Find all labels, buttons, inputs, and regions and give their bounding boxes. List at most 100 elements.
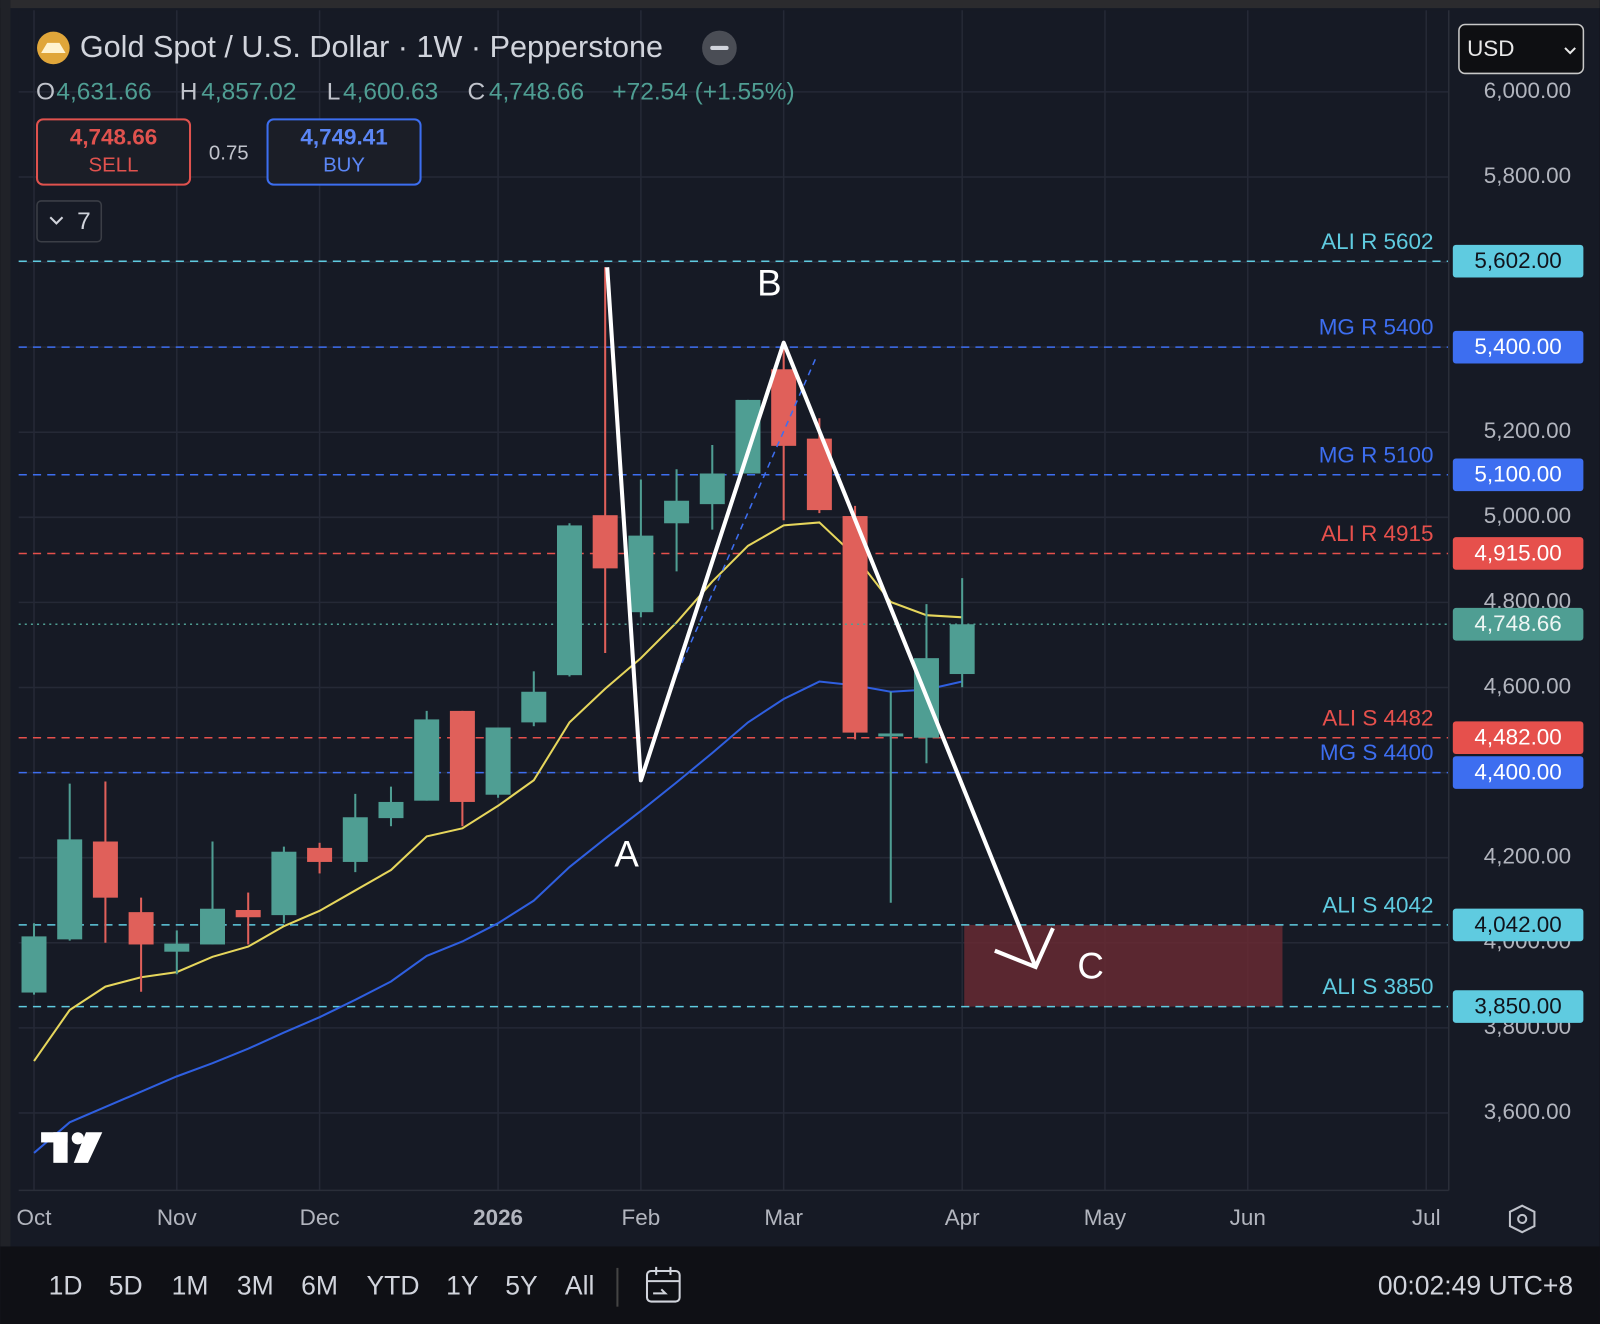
candle-body	[949, 624, 975, 675]
x-tick-label: May	[1084, 1205, 1127, 1230]
level-badge	[1452, 537, 1584, 570]
title: Gold Spot / U.S. Dollar · 1W · Peppersto…	[80, 30, 663, 64]
ohlc: O 4,631.66 H 4,857.02 L 4,600.63 C 4,748…	[36, 78, 795, 105]
candle-body	[92, 841, 118, 898]
low-label: L	[327, 78, 341, 105]
candle-body	[342, 817, 368, 862]
chevron	[49, 216, 64, 225]
candle-body	[57, 839, 83, 940]
x-tick-label: Feb	[622, 1205, 661, 1230]
level-badge	[1452, 990, 1584, 1023]
calendar-icon[interactable]	[645, 1266, 681, 1303]
range-button[interactable]: 6M	[301, 1270, 338, 1300]
candle-body	[735, 399, 761, 474]
range-button[interactable]: 3M	[237, 1270, 274, 1300]
label-a: A	[614, 834, 639, 875]
collapse-icon	[710, 45, 729, 50]
target-zone	[964, 924, 1283, 1007]
candle-body	[664, 500, 690, 524]
level-name: ALI R 5602	[1321, 229, 1433, 254]
range-buttons: 1D 5D 1M 3M 6M YTD 1Y 5Y All	[49, 1270, 595, 1300]
level-badge	[1452, 721, 1584, 755]
candle-body	[200, 908, 225, 945]
y-tick-label: 4,600.00	[1484, 673, 1571, 698]
currency-select[interactable]	[1458, 23, 1585, 75]
spread: 0.75	[209, 142, 249, 164]
y-tick-label: 5,800.00	[1484, 163, 1571, 188]
candle-body	[592, 515, 618, 569]
level-name: MG S 4400	[1320, 740, 1433, 765]
abc-path	[605, 267, 1038, 968]
sell-button[interactable]	[35, 118, 192, 186]
plot	[18, 260, 1449, 1154]
logo-stem	[53, 1132, 68, 1163]
level-badge	[1452, 244, 1584, 278]
range-button[interactable]: 5Y	[505, 1270, 538, 1300]
level-badge	[1452, 908, 1584, 942]
settings-icon[interactable]	[1508, 1204, 1536, 1234]
y-tick-label: 4,200.00	[1484, 844, 1571, 869]
settings-icon-dot	[1517, 1213, 1528, 1225]
range-button[interactable]: YTD	[366, 1270, 419, 1300]
candle-body	[271, 851, 297, 916]
x-tick-label: Jul	[1412, 1205, 1441, 1230]
toolbar	[0, 1246, 1600, 1324]
buy-price: 4,749.41	[300, 125, 387, 150]
level-badge-label: 3,850.00	[1474, 994, 1561, 1019]
level-badge-label: 4,400.00	[1474, 760, 1561, 785]
range-button[interactable]: All	[565, 1270, 594, 1300]
candle-body	[485, 727, 511, 795]
level-badge	[1452, 458, 1584, 492]
candle-body	[449, 710, 475, 802]
x-tick-label: Nov	[157, 1205, 198, 1230]
buy-button[interactable]	[266, 118, 422, 186]
open-value: 4,631.66	[56, 78, 151, 105]
x-tick-label: Jun	[1230, 1205, 1266, 1230]
level-badge	[1452, 756, 1584, 789]
moving-average	[33, 521, 963, 1062]
x-tick-label: 2026	[473, 1205, 523, 1230]
symbol-icon-bar	[41, 42, 66, 54]
level-badge-label: 4,482.00	[1474, 725, 1561, 750]
x-tick-label: Oct	[17, 1205, 53, 1230]
last-price-badge	[1452, 607, 1584, 641]
left-strip	[0, 0, 11, 1324]
logo	[41, 1132, 103, 1163]
level-name: MG R 5400	[1319, 315, 1434, 340]
logo-slash	[73, 1132, 103, 1163]
x-tick-label: Mar	[764, 1205, 803, 1230]
grid	[18, 10, 1449, 1191]
level-name: ALI R 4915	[1321, 521, 1433, 546]
arrow-head	[994, 927, 1055, 970]
sell-price: 4,748.66	[70, 125, 157, 150]
close-value: 4,748.66	[489, 78, 584, 105]
x-tick-label: Apr	[945, 1205, 980, 1230]
close-label: C	[467, 78, 485, 105]
candle-body	[235, 910, 261, 918]
candle-body	[164, 943, 190, 952]
level-badge-label: 5,400.00	[1474, 334, 1561, 359]
level-badge-label: 5,602.00	[1474, 248, 1561, 273]
candle-body	[307, 847, 333, 862]
level-name: ALI S 4482	[1322, 705, 1433, 730]
candle-body	[21, 936, 47, 993]
plot-area	[18, 10, 1449, 1191]
high-label: H	[180, 78, 198, 105]
logo-dot	[71, 1132, 84, 1145]
label-c: C	[1077, 946, 1104, 987]
candle-body	[128, 912, 154, 945]
level-name: ALI S 3850	[1322, 974, 1433, 999]
level-name: MG R 5100	[1319, 442, 1434, 467]
last-price-badge-label: 4,748.66	[1474, 611, 1561, 636]
candle-body	[628, 535, 654, 613]
range-button[interactable]: 1Y	[446, 1270, 479, 1300]
range-button[interactable]: 1M	[172, 1270, 209, 1300]
low-value: 4,600.63	[343, 78, 438, 105]
level-badge-label: 4,915.00	[1474, 540, 1561, 565]
range-button[interactable]: 5D	[109, 1270, 143, 1300]
level-badge-label: 5,100.00	[1474, 462, 1561, 487]
indicators-button[interactable]	[36, 200, 103, 243]
range-button[interactable]: 1D	[49, 1270, 83, 1300]
candle-body	[521, 691, 547, 723]
high-value: 4,857.02	[201, 78, 296, 105]
